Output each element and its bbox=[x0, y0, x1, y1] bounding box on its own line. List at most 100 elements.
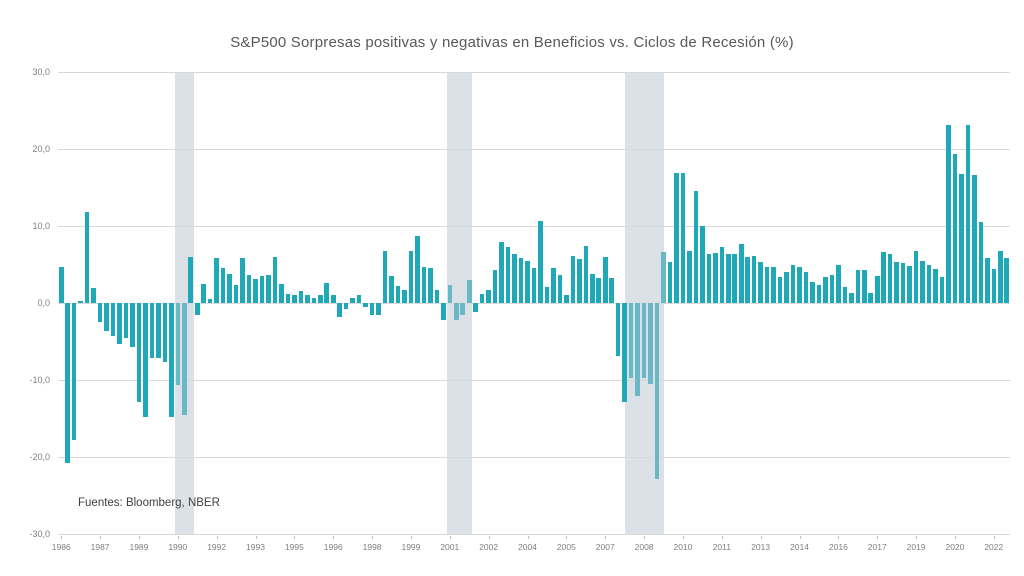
surprise-bar bbox=[641, 303, 647, 378]
surprise-bar bbox=[246, 275, 252, 303]
surprise-bar bbox=[512, 253, 517, 303]
x-axis-tick bbox=[799, 536, 801, 539]
surprise-bar bbox=[363, 303, 368, 307]
surprise-bar bbox=[732, 253, 738, 303]
x-axis-label: 1987 bbox=[90, 542, 110, 552]
x-axis-label: 1993 bbox=[246, 542, 265, 552]
surprise-bar bbox=[790, 265, 796, 303]
x-axis-label: 2016 bbox=[828, 542, 848, 552]
surprise-bar bbox=[829, 275, 835, 303]
surprise-bar bbox=[803, 272, 809, 303]
x-axis-tick bbox=[216, 536, 218, 539]
surprise-bar bbox=[531, 268, 537, 303]
surprise-bar bbox=[719, 246, 725, 303]
surprise-bar bbox=[907, 266, 912, 303]
surprise-bar bbox=[194, 303, 200, 316]
surprise-bar bbox=[764, 266, 770, 303]
surprise-bar bbox=[447, 284, 453, 303]
surprise-bar bbox=[648, 303, 653, 384]
x-axis-label: 2004 bbox=[518, 542, 537, 552]
x-axis-label: 2010 bbox=[673, 542, 693, 552]
surprise-bar bbox=[136, 303, 142, 403]
x-axis-tick bbox=[838, 536, 840, 539]
surprise-bar bbox=[959, 173, 964, 303]
surprise-bar bbox=[855, 269, 861, 303]
surprise-bar bbox=[849, 292, 854, 303]
surprise-bar bbox=[330, 294, 336, 303]
x-axis-tick bbox=[721, 536, 723, 539]
y-gridline bbox=[58, 457, 1010, 458]
x-axis-tick bbox=[605, 536, 607, 539]
surprise-bar bbox=[65, 303, 70, 464]
surprise-bar bbox=[505, 246, 511, 303]
surprise-bar bbox=[538, 220, 543, 303]
x-axis-label: 1990 bbox=[168, 542, 188, 552]
surprise-bar bbox=[713, 252, 718, 303]
x-axis-tick bbox=[760, 536, 762, 539]
surprise-bar bbox=[557, 275, 563, 303]
surprise-bar bbox=[868, 292, 874, 303]
x-axis-tick bbox=[294, 536, 296, 539]
surprise-bar bbox=[369, 303, 375, 316]
surprise-bar bbox=[810, 282, 815, 303]
surprise-bar bbox=[745, 256, 750, 303]
x-axis-label: 2007 bbox=[595, 542, 615, 552]
surprise-bar bbox=[615, 303, 621, 357]
surprise-bar bbox=[317, 295, 323, 303]
surprise-bar bbox=[991, 269, 997, 303]
x-axis-label: 2014 bbox=[790, 542, 809, 552]
x-axis-tick bbox=[877, 536, 879, 539]
surprise-bar bbox=[479, 293, 485, 303]
x-axis-label: 2008 bbox=[634, 542, 654, 552]
surprise-bar bbox=[292, 294, 297, 303]
x-axis-tick bbox=[61, 536, 63, 539]
surprise-bar bbox=[596, 277, 602, 303]
surprise-bar bbox=[570, 256, 576, 303]
surprise-bar bbox=[816, 284, 822, 303]
x-axis-tick bbox=[527, 536, 529, 539]
surprise-bar bbox=[402, 289, 407, 303]
x-axis-tick bbox=[255, 536, 257, 539]
surprise-bar bbox=[285, 293, 291, 303]
surprise-bar bbox=[84, 212, 90, 303]
surprise-bar bbox=[91, 288, 96, 303]
surprise-bar bbox=[687, 250, 692, 303]
y-gridline bbox=[58, 534, 1010, 535]
surprise-bar bbox=[415, 236, 420, 303]
surprise-bar bbox=[952, 153, 958, 303]
x-axis-tick bbox=[916, 536, 918, 539]
y-gridline bbox=[58, 226, 1010, 227]
x-axis-tick bbox=[644, 536, 646, 539]
x-axis-label: 2020 bbox=[945, 542, 965, 552]
x-axis-label: 2001 bbox=[440, 542, 460, 552]
x-axis-label: 2011 bbox=[712, 542, 731, 552]
surprise-bar bbox=[609, 277, 614, 303]
surprise-bar bbox=[473, 303, 478, 313]
surprise-bar bbox=[421, 266, 427, 303]
surprise-bar bbox=[551, 268, 556, 303]
surprise-bar bbox=[881, 252, 886, 303]
y-gridline bbox=[58, 149, 1010, 150]
surprise-bar bbox=[201, 283, 206, 303]
source-note: Fuentes: Bloomberg, NBER bbox=[78, 497, 220, 509]
surprise-bar bbox=[900, 262, 906, 303]
surprise-bar bbox=[771, 266, 776, 303]
surprise-bar bbox=[933, 269, 938, 303]
surprise-bar bbox=[149, 303, 155, 358]
y-axis-label: 30,0 bbox=[32, 66, 50, 77]
y-gridline bbox=[58, 303, 1010, 304]
surprise-bar bbox=[156, 303, 161, 358]
surprise-bar bbox=[823, 276, 828, 303]
surprise-bar bbox=[259, 276, 265, 303]
surprise-bar bbox=[123, 303, 129, 339]
surprise-bar bbox=[965, 125, 971, 303]
x-axis-label: 1989 bbox=[129, 542, 149, 552]
surprise-bar bbox=[175, 303, 181, 386]
surprise-bar bbox=[207, 299, 213, 303]
surprise-bar bbox=[667, 262, 673, 303]
x-axis-tick bbox=[488, 536, 490, 539]
x-axis-tick bbox=[138, 536, 140, 539]
surprise-bar bbox=[777, 276, 783, 303]
surprise-bar bbox=[337, 303, 342, 317]
